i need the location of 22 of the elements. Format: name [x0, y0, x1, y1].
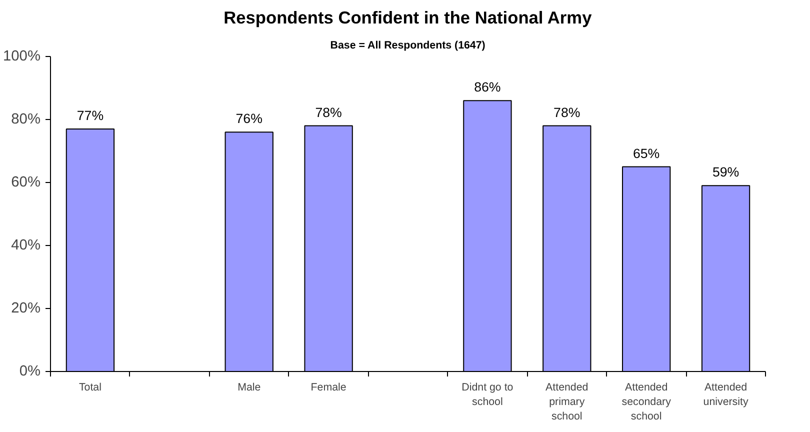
data-label: 78%	[554, 104, 580, 120]
data-label: 59%	[712, 164, 740, 180]
x-tick-label: Total	[78, 382, 102, 394]
x-tick-label: Attended university	[703, 382, 749, 408]
data-label: 86%	[474, 80, 501, 95]
chart-title: Respondents Confident in the National Army	[224, 8, 592, 28]
x-tick-label: Attended secondary school	[622, 382, 672, 422]
y-tick-label: 40%	[11, 238, 41, 254]
y-tick-label: 100%	[3, 48, 41, 64]
data-label: 78%	[315, 104, 342, 120]
data-label: 77%	[76, 108, 104, 123]
y-tick-label: 0%	[19, 364, 41, 380]
data-label: 65%	[632, 146, 660, 161]
y-tick-label: 80%	[11, 112, 41, 128]
data-label: 76%	[236, 111, 263, 126]
y-tick-label: 20%	[11, 300, 41, 316]
y-tick-label: 60%	[11, 174, 41, 190]
chart-subtitle: Base = All Respondents (1647)	[330, 40, 486, 52]
x-tick-label: Male	[238, 382, 261, 394]
x-tick-label: Didnt go to school	[462, 382, 514, 408]
x-tick-label: Female	[310, 382, 346, 394]
x-tick-label: Attended primary school	[546, 382, 588, 422]
